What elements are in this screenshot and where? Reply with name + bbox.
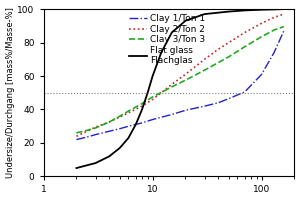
Y-axis label: Undersize/Durchgang [mass%/Masse-%]: Undersize/Durchgang [mass%/Masse-%]: [6, 7, 15, 178]
Legend: Clay 1/Ton 1, Clay 2/Ton 2, Clay 3/Ton 3, Flat glass
Flachglas: Clay 1/Ton 1, Clay 2/Ton 2, Clay 3/Ton 3…: [128, 14, 206, 66]
